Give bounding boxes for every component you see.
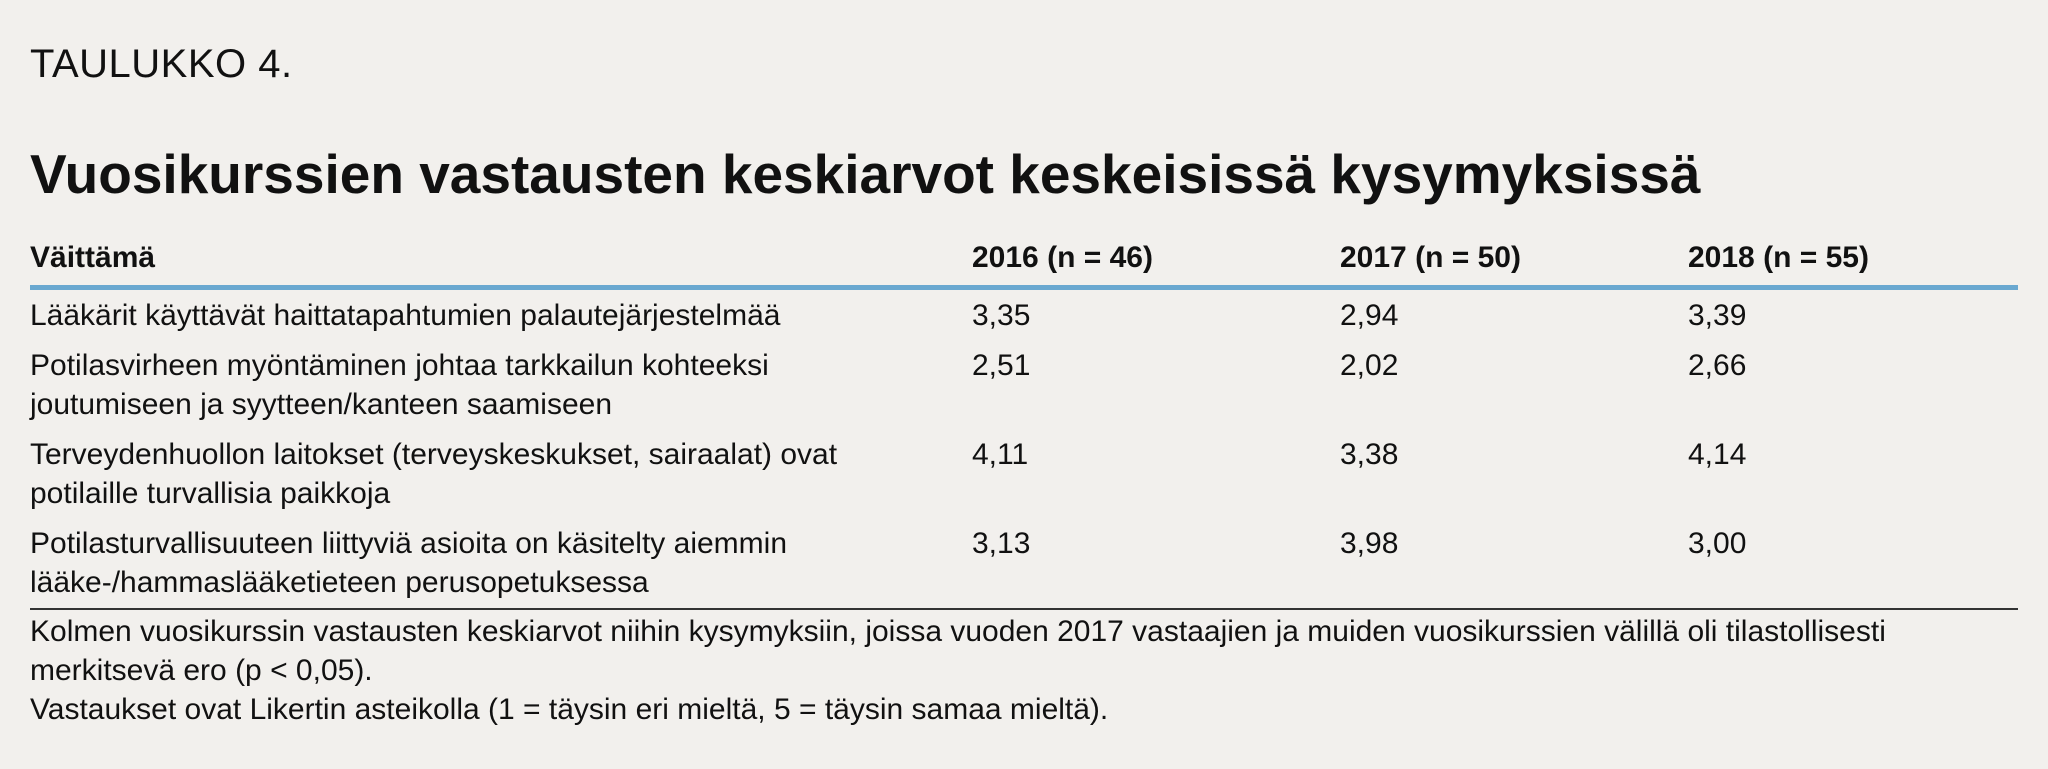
statement-text: Lääkärit käyttävät haittatapahtumien pal… [30, 299, 781, 332]
value-2017: 2,02 [1340, 349, 1399, 382]
value-2018: 3,39 [1688, 299, 1747, 332]
value-2017: 2,94 [1340, 299, 1399, 332]
table-row: Lääkärit käyttävät haittatapahtumien pal… [30, 288, 2018, 341]
statement-text: Terveydenhuollon laitokset (terveyskesku… [30, 438, 838, 510]
header-statement: Väittämä [30, 237, 972, 290]
statement-text: Potilasvirheen myöntäminen johtaa tarkka… [30, 349, 769, 421]
value-2018: 4,14 [1688, 438, 1747, 471]
header-row: Väittämä 2016 (n = 46) 2017 (n = 50) 201… [30, 237, 2018, 290]
statement-cell: Potilasturvallisuuteen liittyviä asioita… [30, 518, 972, 610]
table-notes: Kolmen vuosikurssin vastausten keskiarvo… [30, 612, 2018, 729]
value-2018: 2,66 [1688, 349, 1747, 382]
statement-cell: Potilasvirheen myöntäminen johtaa tarkka… [30, 340, 972, 429]
value-2016: 2,51 [972, 349, 1031, 382]
header-2018: 2018 (n = 55) [1688, 237, 2018, 290]
table-row: Potilasturvallisuuteen liittyviä asioita… [30, 518, 2018, 610]
value-2017: 3,38 [1340, 438, 1399, 471]
statement-cell: Terveydenhuollon laitokset (terveyskesku… [30, 429, 972, 518]
value-2016: 4,11 [972, 438, 1029, 471]
value-2018: 3,00 [1688, 518, 2018, 610]
table-label: TAULUKKO 4. [30, 42, 293, 86]
value-2016: 3,35 [972, 299, 1031, 332]
value-2016: 3,13 [972, 518, 1340, 610]
statement-text: Potilasturvallisuuteen liittyviä asioita… [30, 527, 788, 599]
statement-cell: Lääkärit käyttävät haittatapahtumien pal… [30, 288, 972, 341]
results-table: Väittämä 2016 (n = 46) 2017 (n = 50) 201… [30, 237, 2018, 610]
value-2017: 3,98 [1340, 518, 1688, 610]
header-2017: 2017 (n = 50) [1340, 237, 1688, 290]
note-significance: Kolmen vuosikurssin vastausten keskiarvo… [30, 615, 1886, 687]
note-likert-scale: Vastaukset ovat Likertin asteikolla (1 =… [30, 693, 1109, 726]
table-row: Terveydenhuollon laitokset (terveyskesku… [30, 429, 2018, 518]
table-title: Vuosikurssien vastausten keskiarvot kesk… [30, 143, 1701, 205]
header-2016: 2016 (n = 46) [972, 237, 1340, 290]
table-row: Potilasvirheen myöntäminen johtaa tarkka… [30, 340, 2018, 429]
